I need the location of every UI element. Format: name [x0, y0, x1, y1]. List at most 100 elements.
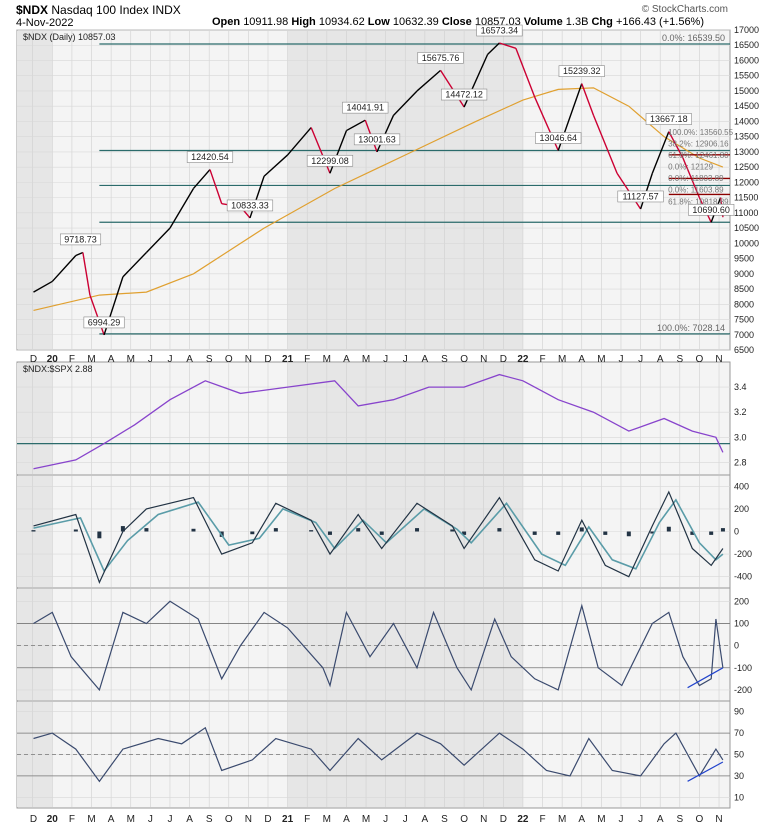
price-annotation-box: [645, 113, 692, 125]
y-tick-label: 3.4: [734, 382, 747, 392]
symbol-line: $NDX Nasdaq 100 Index INDX: [16, 3, 181, 17]
fib-label: 38.2%: 12906.16: [668, 139, 729, 148]
moving-average-line: [33, 87, 724, 311]
x-tick-label-bottom: D: [30, 814, 37, 825]
x-tick-label-bottom: J: [167, 814, 172, 825]
price-annotation-label: 14041.91: [346, 103, 384, 113]
macd-histogram-bar: [532, 531, 537, 535]
price-annotation-box: [353, 133, 401, 146]
price-annotation-label: 11127.57: [622, 191, 658, 201]
y-tick-label: 8000: [734, 299, 754, 309]
x-tick-label: 22: [517, 354, 529, 365]
price-annotation-box: [688, 203, 735, 216]
x-tick-label-bottom: M: [597, 814, 605, 825]
x-tick-label: 21: [282, 354, 294, 365]
x-tick-label-bottom: J: [638, 814, 643, 825]
open-value: 10911.98: [243, 16, 289, 28]
macd-histogram-bar: [120, 526, 125, 532]
price-annotation-box: [342, 101, 389, 114]
macd-histogram-bar: [73, 529, 78, 532]
x-tick-label-bottom: 22: [517, 814, 529, 825]
price-segment: [82, 252, 91, 296]
price-annotation-label: 16573.34: [481, 26, 519, 36]
x-tick-label-bottom: D: [264, 814, 271, 825]
macd-histogram-bar: [379, 531, 384, 535]
y-tick-label: 15000: [734, 86, 759, 96]
chart-header: $NDX Nasdaq 100 Index INDX 4-Nov-2022 Op…: [0, 0, 780, 30]
fib-label: 61.8%: 10818.89: [668, 197, 729, 206]
x-tick-label-bottom: M: [323, 814, 331, 825]
x-tick-label-bottom: 20: [47, 814, 59, 825]
price-annotation-box: [417, 52, 464, 64]
x-tick-label-bottom: A: [657, 814, 664, 825]
x-tick-label: A: [422, 354, 429, 365]
x-tick-label: M: [597, 354, 605, 365]
x-tick-label-bottom: M: [362, 814, 370, 825]
price-annotation-label: 12299.08: [311, 156, 349, 166]
x-tick-label: M: [87, 354, 95, 365]
y-tick-label: 13500: [734, 132, 759, 142]
x-tick-label: O: [225, 354, 233, 365]
price-legend: $NDX (Daily) 10857.03: [23, 32, 116, 42]
price-segment: [499, 42, 517, 49]
x-tick-label: A: [343, 354, 350, 365]
x-tick-label: A: [578, 354, 585, 365]
y-tick-label: 0: [734, 641, 739, 651]
y-tick-label: 7000: [734, 330, 754, 340]
x-tick-label: M: [558, 354, 566, 365]
price-segment: [89, 294, 105, 336]
price-annotation-label: 13046.64: [539, 133, 577, 143]
macd-histogram-bar: [450, 529, 455, 532]
price-annotation-box: [60, 233, 102, 246]
x-tick-label-bottom: 21: [282, 814, 294, 825]
price-segment: [487, 42, 500, 55]
x-tick-label: F: [539, 354, 545, 365]
x-tick-label-bottom: A: [186, 814, 193, 825]
x-tick-label-bottom: N: [715, 814, 722, 825]
macd-line: [33, 490, 724, 585]
ratio-line: [33, 373, 724, 470]
price-level-label: 100.0%: 7028.14: [657, 323, 725, 333]
price-level-label: 0.0%: 16539.50: [662, 33, 725, 43]
x-tick-label-bottom: A: [343, 814, 350, 825]
y-tick-label: 15500: [734, 71, 759, 81]
macd-histogram-bar: [356, 528, 361, 532]
y-tick-label: 6500: [734, 345, 754, 355]
rsi-trendline: [687, 761, 724, 782]
x-tick-label: J: [403, 354, 408, 365]
macd-histogram-bar: [556, 531, 561, 535]
price-annotation-box: [476, 24, 523, 37]
price-segment: [192, 169, 211, 189]
price-annotation-box: [226, 199, 274, 212]
x-tick-label: M: [323, 354, 331, 365]
x-tick-label-bottom: S: [676, 814, 683, 825]
macd-histogram-bar: [603, 531, 608, 535]
x-tick-label-bottom: D: [500, 814, 507, 825]
macd-signal-line: [33, 498, 724, 573]
symbol: $NDX: [16, 3, 49, 17]
price-annotation-label: 13667.18: [650, 114, 688, 124]
index-name: Nasdaq 100 Index: [51, 3, 149, 17]
price-segment: [651, 131, 670, 174]
x-tick-label-bottom: M: [558, 814, 566, 825]
x-tick-label: S: [206, 354, 213, 365]
fib-label: 0.0%: 11803.89: [668, 174, 724, 183]
price-segment: [416, 69, 442, 92]
x-tick-label: D: [264, 354, 271, 365]
y-tick-label: 14000: [734, 116, 759, 126]
y-tick-label: 200: [734, 504, 749, 514]
x-tick-label-bottom: O: [460, 814, 468, 825]
x-tick-label-bottom: M: [87, 814, 95, 825]
x-tick-label: N: [245, 354, 252, 365]
macd-histogram-bar: [327, 531, 332, 535]
price-segment: [51, 255, 77, 282]
price-segment: [392, 90, 418, 116]
y-tick-label: 14500: [734, 101, 759, 111]
x-tick-label: D: [500, 354, 507, 365]
oscillator-trendline: [687, 667, 724, 689]
quote-line: Open 10911.98 High 10934.62 Low 10632.39…: [212, 16, 704, 28]
y-tick-label: 0: [734, 527, 739, 537]
macd-histogram-bar: [709, 531, 714, 535]
year-band: [17, 363, 53, 474]
